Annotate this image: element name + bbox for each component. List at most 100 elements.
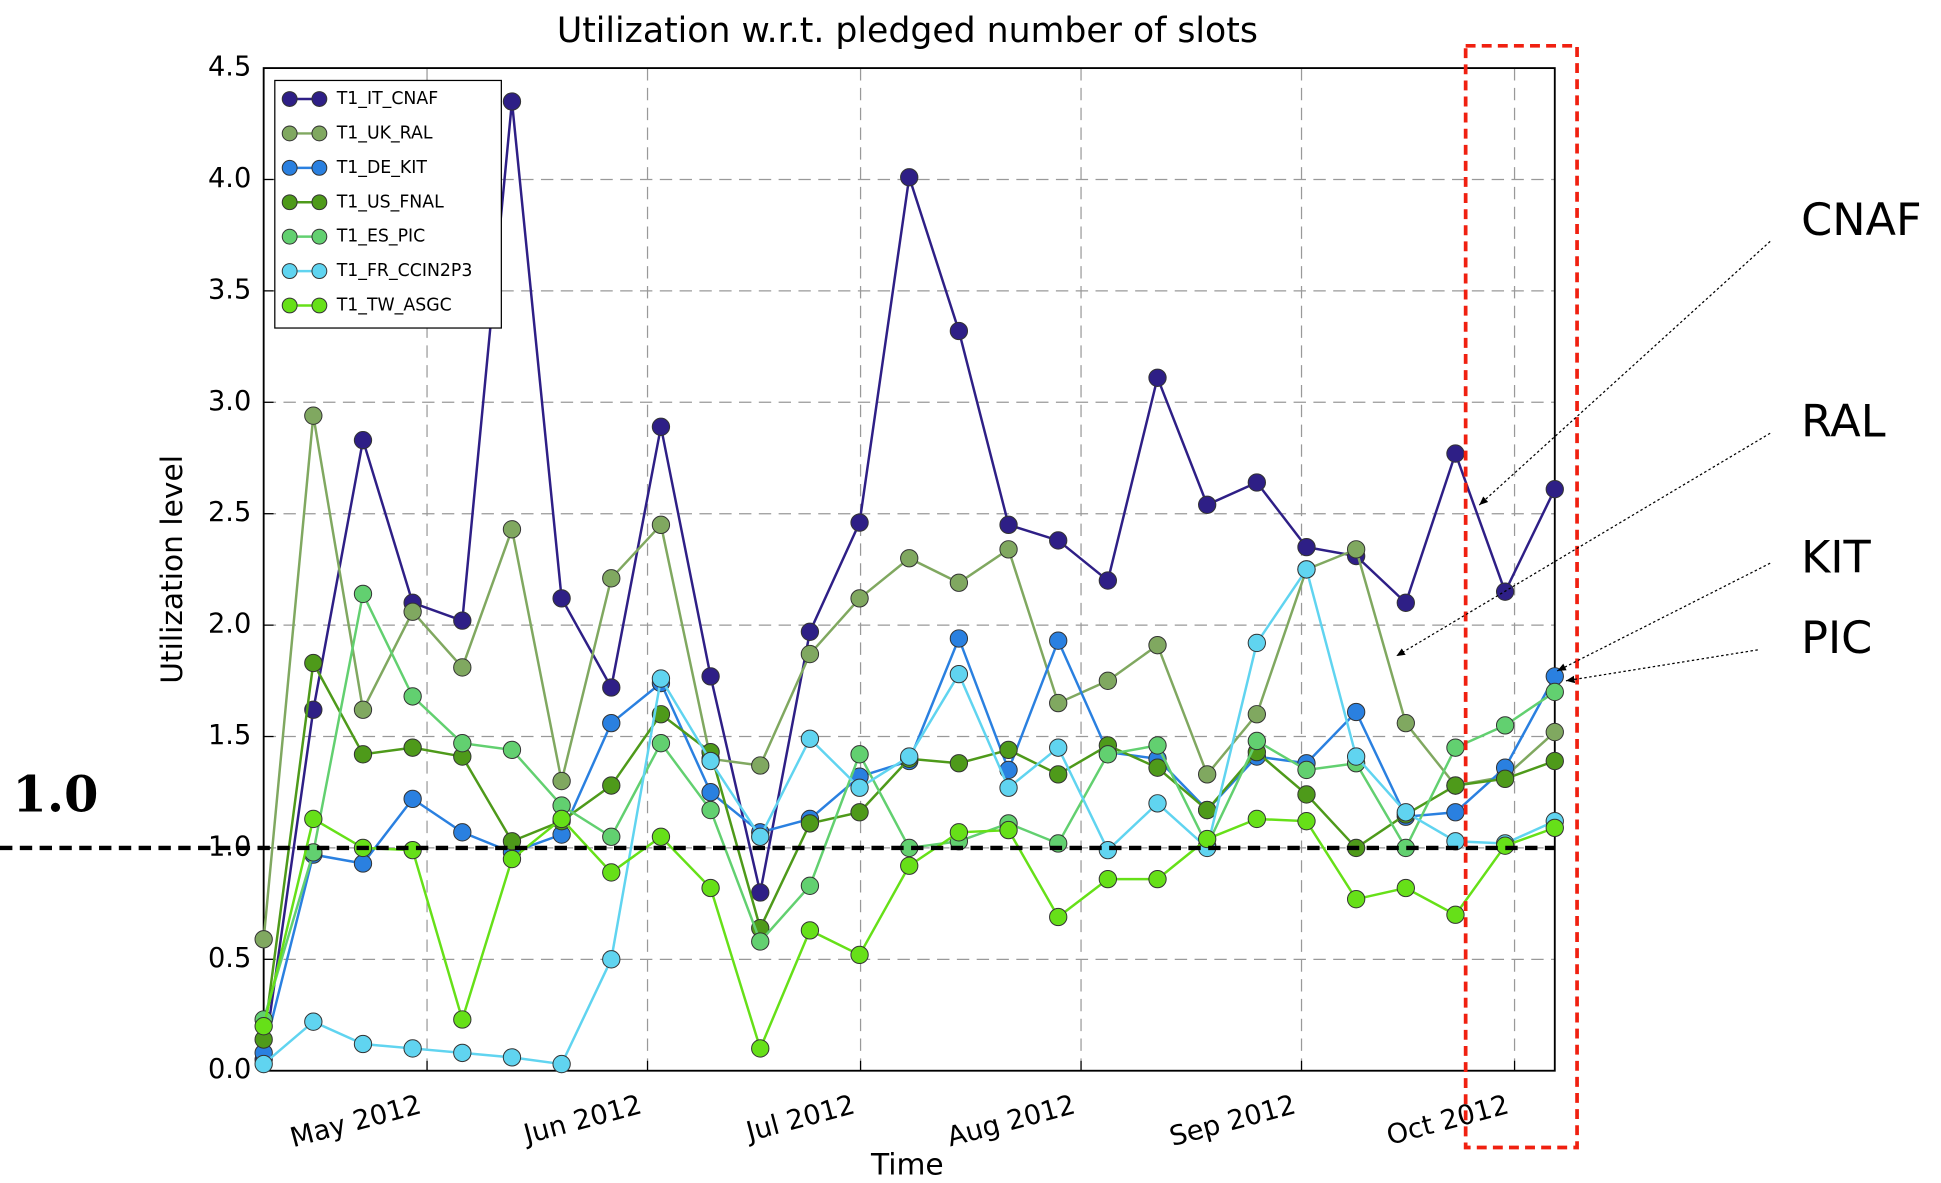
data-point <box>800 921 820 940</box>
data-point <box>254 1054 273 1074</box>
annotation-label: PIC <box>1801 612 1872 664</box>
x-axis-label: Time <box>870 1148 944 1183</box>
data-point <box>1198 765 1217 784</box>
data-point <box>304 406 323 425</box>
annotation-label: RAL <box>1801 396 1886 448</box>
y-tick-label: 4.0 <box>208 163 251 194</box>
legend-marker <box>311 263 328 280</box>
data-point <box>602 776 621 795</box>
data-point <box>1148 869 1167 889</box>
data-point <box>453 611 472 630</box>
data-point <box>1098 869 1118 889</box>
data-point <box>552 589 571 608</box>
legend-marker <box>311 228 328 245</box>
data-point <box>800 622 820 641</box>
data-point <box>701 800 720 820</box>
legend-label: T1_DE_KIT <box>336 158 428 178</box>
x-tick-label: Oct 2012 <box>1383 1089 1512 1151</box>
y-tick-label: 2.5 <box>208 497 251 528</box>
data-point <box>353 854 373 873</box>
data-point <box>1247 705 1266 724</box>
data-point <box>1297 760 1316 780</box>
data-point <box>502 832 522 851</box>
data-point <box>1148 736 1167 755</box>
data-point <box>1049 531 1068 550</box>
x-tick-label: May 2012 <box>287 1089 425 1154</box>
data-point <box>1098 671 1118 690</box>
data-point <box>403 687 422 706</box>
data-point <box>1545 682 1564 702</box>
legend-marker <box>281 263 298 280</box>
data-point <box>403 840 422 860</box>
data-point <box>651 417 671 436</box>
data-point <box>453 1010 472 1029</box>
data-point <box>1346 540 1366 559</box>
highlight-box <box>1463 43 1579 1150</box>
data-point <box>800 644 820 664</box>
data-point <box>1049 907 1068 927</box>
data-point <box>453 734 472 753</box>
data-point <box>850 745 869 764</box>
data-point <box>1148 368 1167 387</box>
data-point <box>353 431 373 450</box>
data-point <box>602 950 621 969</box>
data-point <box>602 827 621 846</box>
data-point <box>999 778 1018 797</box>
data-point <box>602 863 621 882</box>
data-point <box>1297 812 1316 831</box>
data-point <box>850 513 869 532</box>
data-point <box>800 729 820 748</box>
data-point <box>751 1039 770 1058</box>
data-point <box>900 747 919 766</box>
data-point <box>1545 722 1564 742</box>
y-tick-label: 2.0 <box>208 609 251 640</box>
data-point <box>602 678 621 697</box>
data-point <box>800 814 820 833</box>
data-point <box>1446 905 1465 924</box>
data-point <box>949 823 969 842</box>
data-point <box>1297 537 1316 557</box>
annotation-arrow <box>1565 649 1758 684</box>
x-tick-label: Sep 2012 <box>1166 1089 1299 1152</box>
data-point <box>304 700 323 719</box>
data-point <box>1098 745 1118 764</box>
data-point <box>1247 473 1266 492</box>
data-point <box>651 669 671 688</box>
data-point <box>1198 800 1217 820</box>
data-point <box>1545 667 1564 686</box>
data-point <box>701 783 720 802</box>
data-point <box>850 778 869 797</box>
data-point <box>651 515 671 535</box>
data-point <box>502 92 522 111</box>
data-point <box>353 745 373 764</box>
data-point <box>900 168 919 187</box>
data-point <box>502 740 522 760</box>
annotation-arrow <box>1556 562 1771 672</box>
data-point <box>403 789 422 809</box>
data-point <box>1446 738 1465 757</box>
reference-label: 1.0 <box>12 765 98 823</box>
data-point <box>999 540 1018 559</box>
annotation-arrow <box>1478 240 1771 506</box>
data-point <box>304 1012 323 1031</box>
data-point <box>1049 693 1068 713</box>
data-point <box>1297 560 1316 579</box>
data-point <box>1545 480 1564 499</box>
data-point <box>403 1039 422 1058</box>
data-point <box>304 809 323 829</box>
data-point <box>254 930 273 949</box>
legend-marker <box>311 194 328 211</box>
legend-label: T1_TW_ASGC <box>336 295 452 315</box>
data-point <box>1247 809 1266 829</box>
data-point <box>1198 495 1217 514</box>
data-point <box>900 549 919 568</box>
legend-marker <box>281 194 298 211</box>
data-point <box>751 883 770 902</box>
data-point <box>453 658 472 677</box>
data-point <box>552 771 571 791</box>
plot-frame <box>262 67 1556 1072</box>
legend-label: T1_IT_CNAF <box>336 89 439 109</box>
data-point <box>403 738 422 757</box>
annotation-label: KIT <box>1801 532 1871 584</box>
data-point <box>1495 836 1515 855</box>
